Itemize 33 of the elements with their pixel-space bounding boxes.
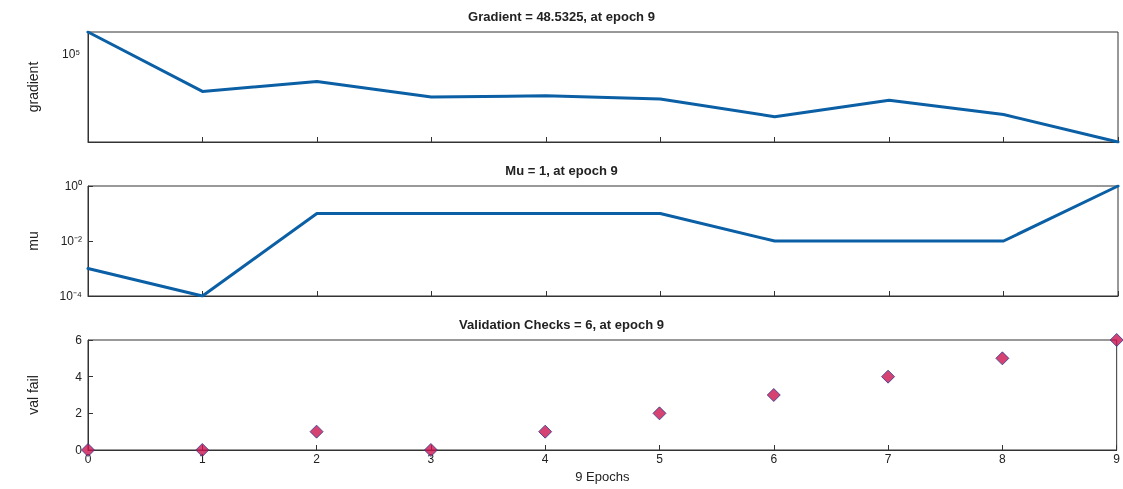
x-tick-label: 8 <box>999 452 1007 466</box>
chart-title: Gradient = 48.5325, at epoch 9 <box>468 9 655 24</box>
x-tick-label: 7 <box>884 452 892 466</box>
point <box>881 369 896 384</box>
point <box>995 351 1010 366</box>
chart-title: Validation Checks = 6, at epoch 9 <box>459 317 664 332</box>
chart-title: Mu = 1, at epoch 9 <box>505 163 618 178</box>
y-tick-label: 2 <box>75 406 83 421</box>
y-tick-label: 4 <box>75 369 83 384</box>
point <box>538 424 553 439</box>
y-tick-label: 6 <box>75 333 83 347</box>
point <box>766 388 781 402</box>
x-tick-label: 0 <box>84 452 92 466</box>
x-tick-label: 2 <box>313 452 321 466</box>
y-axis-title: gradient <box>25 61 41 113</box>
x-tick-label: 3 <box>427 452 435 466</box>
text: 10⁵ <box>62 47 81 61</box>
point <box>652 406 667 421</box>
x-axis-title: 9 Epochs <box>575 468 630 484</box>
point <box>1109 333 1123 347</box>
y-axis-title: val fail <box>25 375 41 415</box>
line-series <box>86 184 1120 298</box>
y-tick-label: 10⁻⁴ <box>59 289 82 303</box>
x-tick-label: 1 <box>198 452 206 466</box>
y-tick-label: 0 <box>75 443 83 457</box>
y-tick-label: 10⁰ <box>64 179 82 193</box>
x-tick-label: 5 <box>656 452 664 466</box>
x-tick-label: 6 <box>770 452 778 466</box>
y-axis-title: mu <box>25 231 41 251</box>
y-tick-label: 10⁻² <box>60 234 82 248</box>
x-tick-label: 4 <box>541 452 549 466</box>
point <box>309 424 324 439</box>
x-tick-label: 9 <box>1113 452 1121 466</box>
